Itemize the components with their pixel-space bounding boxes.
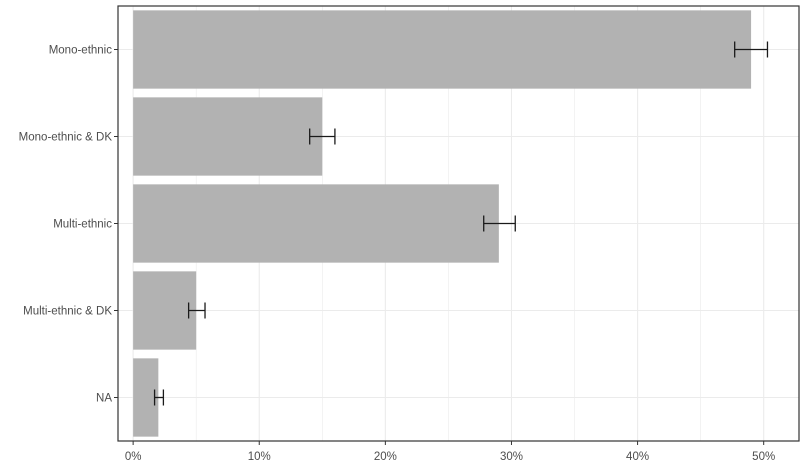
x-tick-label: 50% (752, 451, 775, 463)
bar (133, 271, 197, 350)
category-label: Multi-ethnic (53, 219, 112, 231)
bar (133, 10, 752, 89)
category-label: Multi-ethnic & DK (23, 306, 112, 318)
category-label: NA (96, 393, 112, 405)
category-label: Mono-ethnic (49, 45, 113, 57)
category-label: Mono-ethnic & DK (19, 132, 113, 144)
bars (133, 10, 752, 437)
x-tick-label: 30% (500, 451, 523, 463)
x-tick-label: 20% (374, 451, 397, 463)
x-tick-label: 40% (626, 451, 649, 463)
x-tick-label: 10% (248, 451, 271, 463)
bar (133, 97, 323, 176)
error-bars (153, 41, 769, 406)
y-axis: Mono-ethnic Mono-ethnic & DK Multi-ethnic M… (19, 45, 118, 405)
x-axis: 0% 10% 20% 30% 40% 50% (125, 441, 775, 463)
bar (133, 184, 499, 263)
x-tick-label: 0% (125, 451, 142, 463)
